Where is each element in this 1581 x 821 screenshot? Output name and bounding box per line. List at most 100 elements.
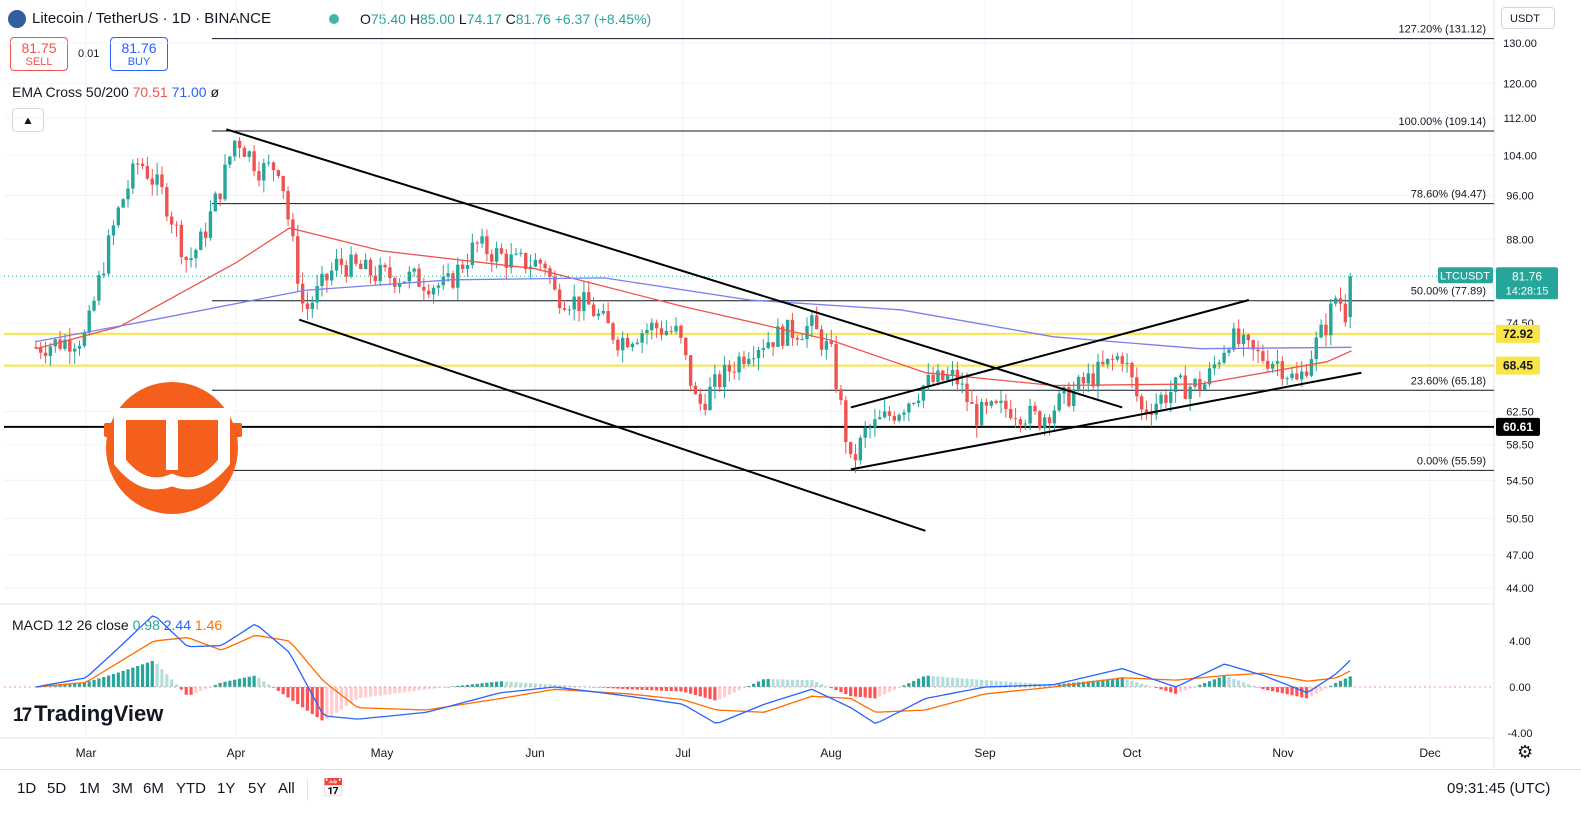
macd-histogram-bar xyxy=(752,683,756,687)
toolbar-divider xyxy=(307,779,308,801)
candle xyxy=(1081,376,1086,384)
sell-label: SELL xyxy=(25,56,53,68)
candle xyxy=(955,369,960,385)
y-tick-label: 58.50 xyxy=(1506,440,1534,452)
utc-clock[interactable]: 09:31:45 (UTC) xyxy=(1447,780,1551,797)
macd-histogram-bar xyxy=(960,678,964,687)
range-button-1m[interactable]: 1M xyxy=(79,780,100,797)
candle xyxy=(1033,405,1037,412)
candle xyxy=(383,264,387,268)
symbol-title[interactable]: Litecoin / TetherUS · 1D · BINANCE xyxy=(32,10,271,27)
macd-histogram-bar xyxy=(950,677,955,687)
range-button-all[interactable]: All xyxy=(278,780,295,797)
candle xyxy=(567,309,572,311)
macd-histogram-bar xyxy=(693,687,698,696)
macd-histogram-bar xyxy=(849,687,853,697)
price-chart[interactable]: 127.20% (131.12) 100.00% (109.14) 78.60% (… xyxy=(0,0,1581,769)
candle xyxy=(587,292,591,305)
macd-histogram-bar xyxy=(199,687,203,691)
candle xyxy=(330,270,334,281)
macd-histogram-bar xyxy=(955,677,959,687)
macd-histogram-bar xyxy=(1329,685,1333,687)
macd-histogram-bar xyxy=(1338,680,1343,687)
macd-histogram-bar xyxy=(131,667,135,687)
candle xyxy=(562,308,567,310)
macd-histogram-bar xyxy=(150,661,154,687)
macd-histogram-bar xyxy=(126,669,130,687)
macd-histogram-bar xyxy=(674,687,678,692)
range-button-ytd[interactable]: YTD xyxy=(176,780,206,797)
candle xyxy=(1135,377,1139,397)
price-tag xyxy=(1496,356,1540,375)
macd-legend[interactable]: MACD 12 26 close 0.98 2.44 1.46 xyxy=(12,617,222,633)
candle xyxy=(858,437,863,461)
macd-histogram-bar xyxy=(485,682,489,687)
macd-histogram-bar xyxy=(1120,677,1124,687)
candle xyxy=(1324,324,1328,336)
candle xyxy=(436,285,441,288)
ema-legend[interactable]: EMA Cross 50/200 70.51 71.00 ø xyxy=(12,84,219,100)
macd-line xyxy=(35,615,1351,725)
candle xyxy=(140,163,145,167)
macd-histogram-bar xyxy=(1052,684,1056,687)
candle xyxy=(1120,356,1124,364)
y-tick-label: 47.00 xyxy=(1506,550,1534,562)
macd-histogram-bar xyxy=(970,679,974,687)
range-button-1y[interactable]: 1Y xyxy=(217,780,236,797)
range-button-6m[interactable]: 6M xyxy=(143,780,164,797)
macd-histogram-bar xyxy=(160,669,164,687)
candle xyxy=(189,258,193,261)
currency-select[interactable]: USDT xyxy=(1501,7,1555,29)
settings-gear-icon[interactable]: ⚙ xyxy=(1517,742,1534,762)
candle xyxy=(63,339,67,349)
macd-histogram-bar xyxy=(684,687,688,693)
x-tick-label: Apr xyxy=(227,746,246,760)
macd-histogram-bar xyxy=(1271,687,1275,692)
candle xyxy=(941,370,945,381)
macd-histogram-bar xyxy=(834,687,838,691)
candle xyxy=(82,332,87,346)
candle xyxy=(790,319,795,339)
candle xyxy=(223,164,227,200)
macd-histogram-bar xyxy=(805,679,809,687)
macd-histogram-bar xyxy=(853,687,858,697)
calendar-icon[interactable]: 📅 xyxy=(322,778,345,798)
tradingview-name: TradingView xyxy=(34,701,164,726)
candle xyxy=(1096,361,1100,387)
macd-histogram-bar xyxy=(470,684,474,687)
candle xyxy=(34,347,38,349)
range-button-5d[interactable]: 5D xyxy=(47,780,67,797)
macd-histogram-bar xyxy=(271,687,276,688)
candle xyxy=(388,267,392,279)
candle xyxy=(543,263,547,269)
candle xyxy=(916,400,921,404)
macd-histogram-bar xyxy=(975,679,979,687)
macd-histogram-bar xyxy=(907,683,911,687)
range-button-1d[interactable]: 1D xyxy=(17,780,37,797)
collapse-legend-button[interactable]: ▲ xyxy=(12,108,44,132)
candle xyxy=(785,319,790,346)
candle xyxy=(53,339,57,347)
candle xyxy=(1261,351,1265,361)
candle xyxy=(257,171,261,181)
candle xyxy=(1169,392,1173,403)
macd-histogram-bar xyxy=(136,665,140,687)
ohlc-readout: O75.40 H85.00 L74.17 C81.76 +6.37 (+8.45… xyxy=(360,11,651,27)
range-button-5y[interactable]: 5Y xyxy=(248,780,267,797)
macd-histogram-bar xyxy=(742,687,746,689)
candle xyxy=(950,369,955,375)
candle xyxy=(1149,413,1154,415)
macd-histogram-bar xyxy=(213,684,217,687)
macd-histogram-bar xyxy=(378,687,382,696)
candle xyxy=(654,322,659,329)
last-price-label: 81.76 xyxy=(1512,269,1542,283)
candle xyxy=(262,163,266,181)
candle xyxy=(727,364,732,372)
macd-histogram-bar xyxy=(451,686,455,687)
candle xyxy=(1222,352,1226,363)
macd-name: MACD 12 26 close xyxy=(12,617,129,633)
candle xyxy=(751,358,756,360)
macd-histogram-bar xyxy=(393,687,397,694)
tradingview-logo[interactable]: 17 TradingView xyxy=(13,701,163,727)
range-button-3m[interactable]: 3M xyxy=(112,780,133,797)
